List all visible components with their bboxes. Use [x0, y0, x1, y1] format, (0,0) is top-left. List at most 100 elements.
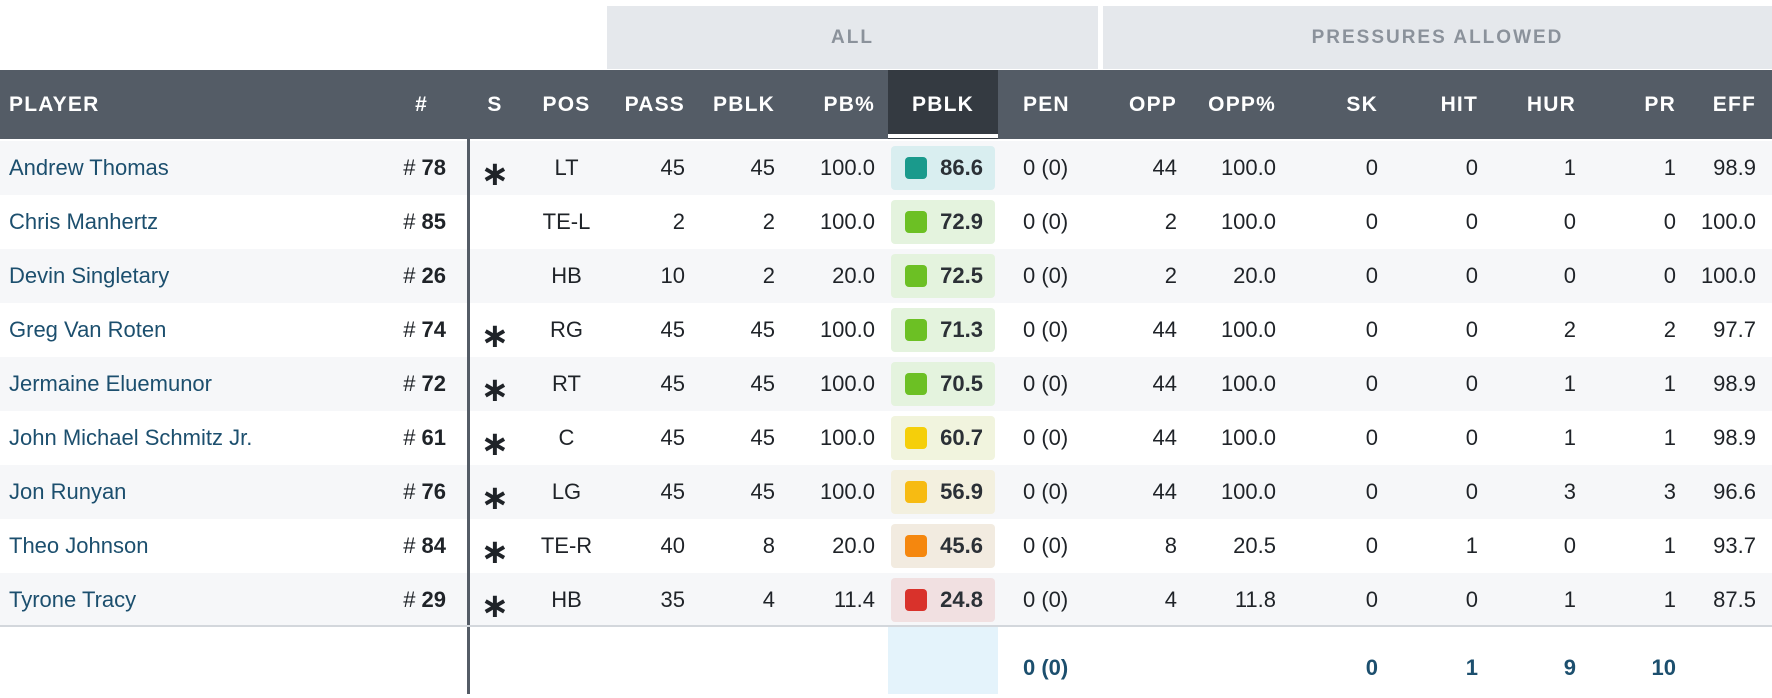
- hits-cell: 0: [1465, 155, 1478, 180]
- col-header-sacks[interactable]: SK: [1346, 92, 1378, 116]
- player-name-link[interactable]: John Michael Schmitz Jr.: [9, 411, 369, 465]
- pass-snaps-cell: 35: [660, 587, 685, 612]
- pb-percent-cell: 11.4: [833, 587, 875, 612]
- opportunities-cell: 8: [1164, 533, 1177, 558]
- player-name[interactable]: John Michael Schmitz Jr.: [9, 425, 253, 450]
- col-header-pb-percent[interactable]: PB%: [823, 92, 875, 116]
- efficiency-cell: 87.5: [1713, 587, 1756, 612]
- penalties-cell: 0 (0): [1023, 425, 1069, 450]
- col-header-player[interactable]: PLAYER: [9, 92, 100, 116]
- jersey-num: 61: [421, 425, 446, 450]
- col-header-pblk-grade[interactable]: PBLK: [888, 70, 998, 139]
- sacks-cell: 0: [1365, 371, 1378, 396]
- grade-value: 72.9: [940, 209, 983, 234]
- pblk-grade-cell: 60.7: [888, 411, 998, 465]
- jersey-num: 26: [421, 263, 446, 288]
- penalties-cell: 0 (0): [1023, 209, 1069, 234]
- player-name[interactable]: Tyrone Tracy: [9, 587, 137, 612]
- penalties-cell: 0 (0): [1023, 587, 1069, 612]
- grade-value: 70.5: [940, 371, 983, 396]
- efficiency-cell: 98.9: [1713, 425, 1756, 450]
- grade-color-square-icon: [905, 265, 927, 287]
- col-header-starter[interactable]: S: [487, 92, 503, 116]
- hurries-cell: 3: [1563, 479, 1576, 504]
- player-name[interactable]: Greg Van Roten: [9, 317, 167, 342]
- pressures-cell: 1: [1663, 371, 1676, 396]
- col-header-number[interactable]: #: [415, 92, 428, 116]
- group-header-pressures-allowed: PRESSURES ALLOWED: [1103, 6, 1772, 69]
- col-header-pressures[interactable]: PR: [1644, 92, 1676, 116]
- grade-color-square-icon: [905, 589, 927, 611]
- opp-percent-cell: 20.0: [1233, 263, 1276, 288]
- jersey-num: 74: [421, 317, 446, 342]
- opportunities-cell: 44: [1152, 479, 1177, 504]
- sacks-cell: 0: [1365, 317, 1378, 342]
- pb-percent-cell: 20.0: [832, 263, 875, 288]
- col-header-position[interactable]: POS: [542, 92, 591, 116]
- jersey-number: #76: [340, 465, 446, 519]
- pass-snaps-cell: 45: [660, 371, 685, 396]
- col-header-penalties[interactable]: PEN: [1023, 92, 1070, 116]
- player-name[interactable]: Devin Singletary: [9, 263, 170, 288]
- total-penalties: 0 (0): [1023, 655, 1069, 680]
- sacks-cell: 0: [1365, 155, 1378, 180]
- player-name[interactable]: Andrew Thomas: [9, 155, 169, 180]
- pb-percent-cell: 20.0: [832, 533, 875, 558]
- penalties-cell: 0 (0): [1023, 263, 1069, 288]
- opp-percent-cell: 20.5: [1233, 533, 1276, 558]
- jersey-number: #85: [340, 195, 446, 249]
- pb-percent-cell: 100.0: [819, 479, 875, 504]
- col-header-opp-percent[interactable]: OPP%: [1208, 92, 1276, 116]
- jersey-hash: #: [403, 263, 416, 288]
- player-name-link[interactable]: Tyrone Tracy: [9, 573, 369, 627]
- table-row: Chris Manhertz #85 TE-L 2 2 100.0 72.9 0 (0) 2 10…: [0, 195, 1772, 249]
- starter-asterisk-icon: ∗: [480, 371, 510, 409]
- pblk-snaps-cell: 45: [750, 317, 775, 342]
- table-row: Tyrone Tracy #29 ∗ HB 35 4 11.4 24.8 0 (0) 4 11.8 0…: [0, 573, 1772, 627]
- table-row: Andrew Thomas #78 ∗ LT 45 45 100.0 86.6 0 (0) 44 1…: [0, 141, 1772, 195]
- player-name[interactable]: Jon Runyan: [9, 479, 127, 504]
- player-name[interactable]: Theo Johnson: [9, 533, 149, 558]
- player-name-link[interactable]: Theo Johnson: [9, 519, 369, 573]
- grade-value: 45.6: [940, 533, 983, 558]
- starter-asterisk-icon: ∗: [480, 587, 510, 625]
- starter-asterisk-icon: ∗: [480, 479, 510, 517]
- player-name-link[interactable]: Jermaine Eluemunor: [9, 357, 369, 411]
- sacks-cell: 0: [1365, 533, 1378, 558]
- pb-percent-cell: 100.0: [819, 317, 875, 342]
- pblk-grade-cell: 56.9: [888, 465, 998, 519]
- opp-percent-cell: 100.0: [1220, 209, 1276, 234]
- col-header-efficiency[interactable]: EFF: [1712, 92, 1756, 116]
- player-name-link[interactable]: Jon Runyan: [9, 465, 369, 519]
- position-cell: C: [558, 425, 575, 450]
- hits-cell: 0: [1465, 209, 1478, 234]
- hits-cell: 0: [1465, 587, 1478, 612]
- opp-percent-cell: 100.0: [1220, 479, 1276, 504]
- pressures-cell: 1: [1663, 587, 1676, 612]
- efficiency-cell: 93.7: [1713, 533, 1756, 558]
- jersey-hash: #: [403, 371, 416, 396]
- col-header-pblk-snaps[interactable]: PBLK: [713, 92, 775, 116]
- col-header-hurries[interactable]: HUR: [1526, 92, 1576, 116]
- player-name[interactable]: Jermaine Eluemunor: [9, 371, 212, 396]
- opportunities-cell: 44: [1152, 425, 1177, 450]
- grade-badge: 24.8: [891, 578, 995, 622]
- total-pressures: 10: [1651, 655, 1676, 680]
- pblk-grade-cell: 71.3: [888, 303, 998, 357]
- pass-snaps-cell: 45: [660, 317, 685, 342]
- col-header-pass-snaps[interactable]: PASS: [624, 92, 685, 116]
- col-header-opportunities[interactable]: OPP: [1129, 92, 1177, 116]
- pressures-cell: 2: [1663, 317, 1676, 342]
- player-name-link[interactable]: Andrew Thomas: [9, 141, 369, 195]
- col-header-hits[interactable]: HIT: [1440, 92, 1478, 116]
- table-row: Greg Van Roten #74 ∗ RG 45 45 100.0 71.3 0 (0) 44…: [0, 303, 1772, 357]
- player-name-link[interactable]: Devin Singletary: [9, 249, 369, 303]
- grade-color-square-icon: [905, 535, 927, 557]
- jersey-num: 85: [421, 209, 446, 234]
- grade-badge: 60.7: [891, 416, 995, 460]
- player-name[interactable]: Chris Manhertz: [9, 209, 159, 234]
- group-header-all: ALL: [607, 6, 1098, 69]
- starter-indicator: ∗: [470, 303, 520, 357]
- player-name-link[interactable]: Greg Van Roten: [9, 303, 369, 357]
- player-name-link[interactable]: Chris Manhertz: [9, 195, 369, 249]
